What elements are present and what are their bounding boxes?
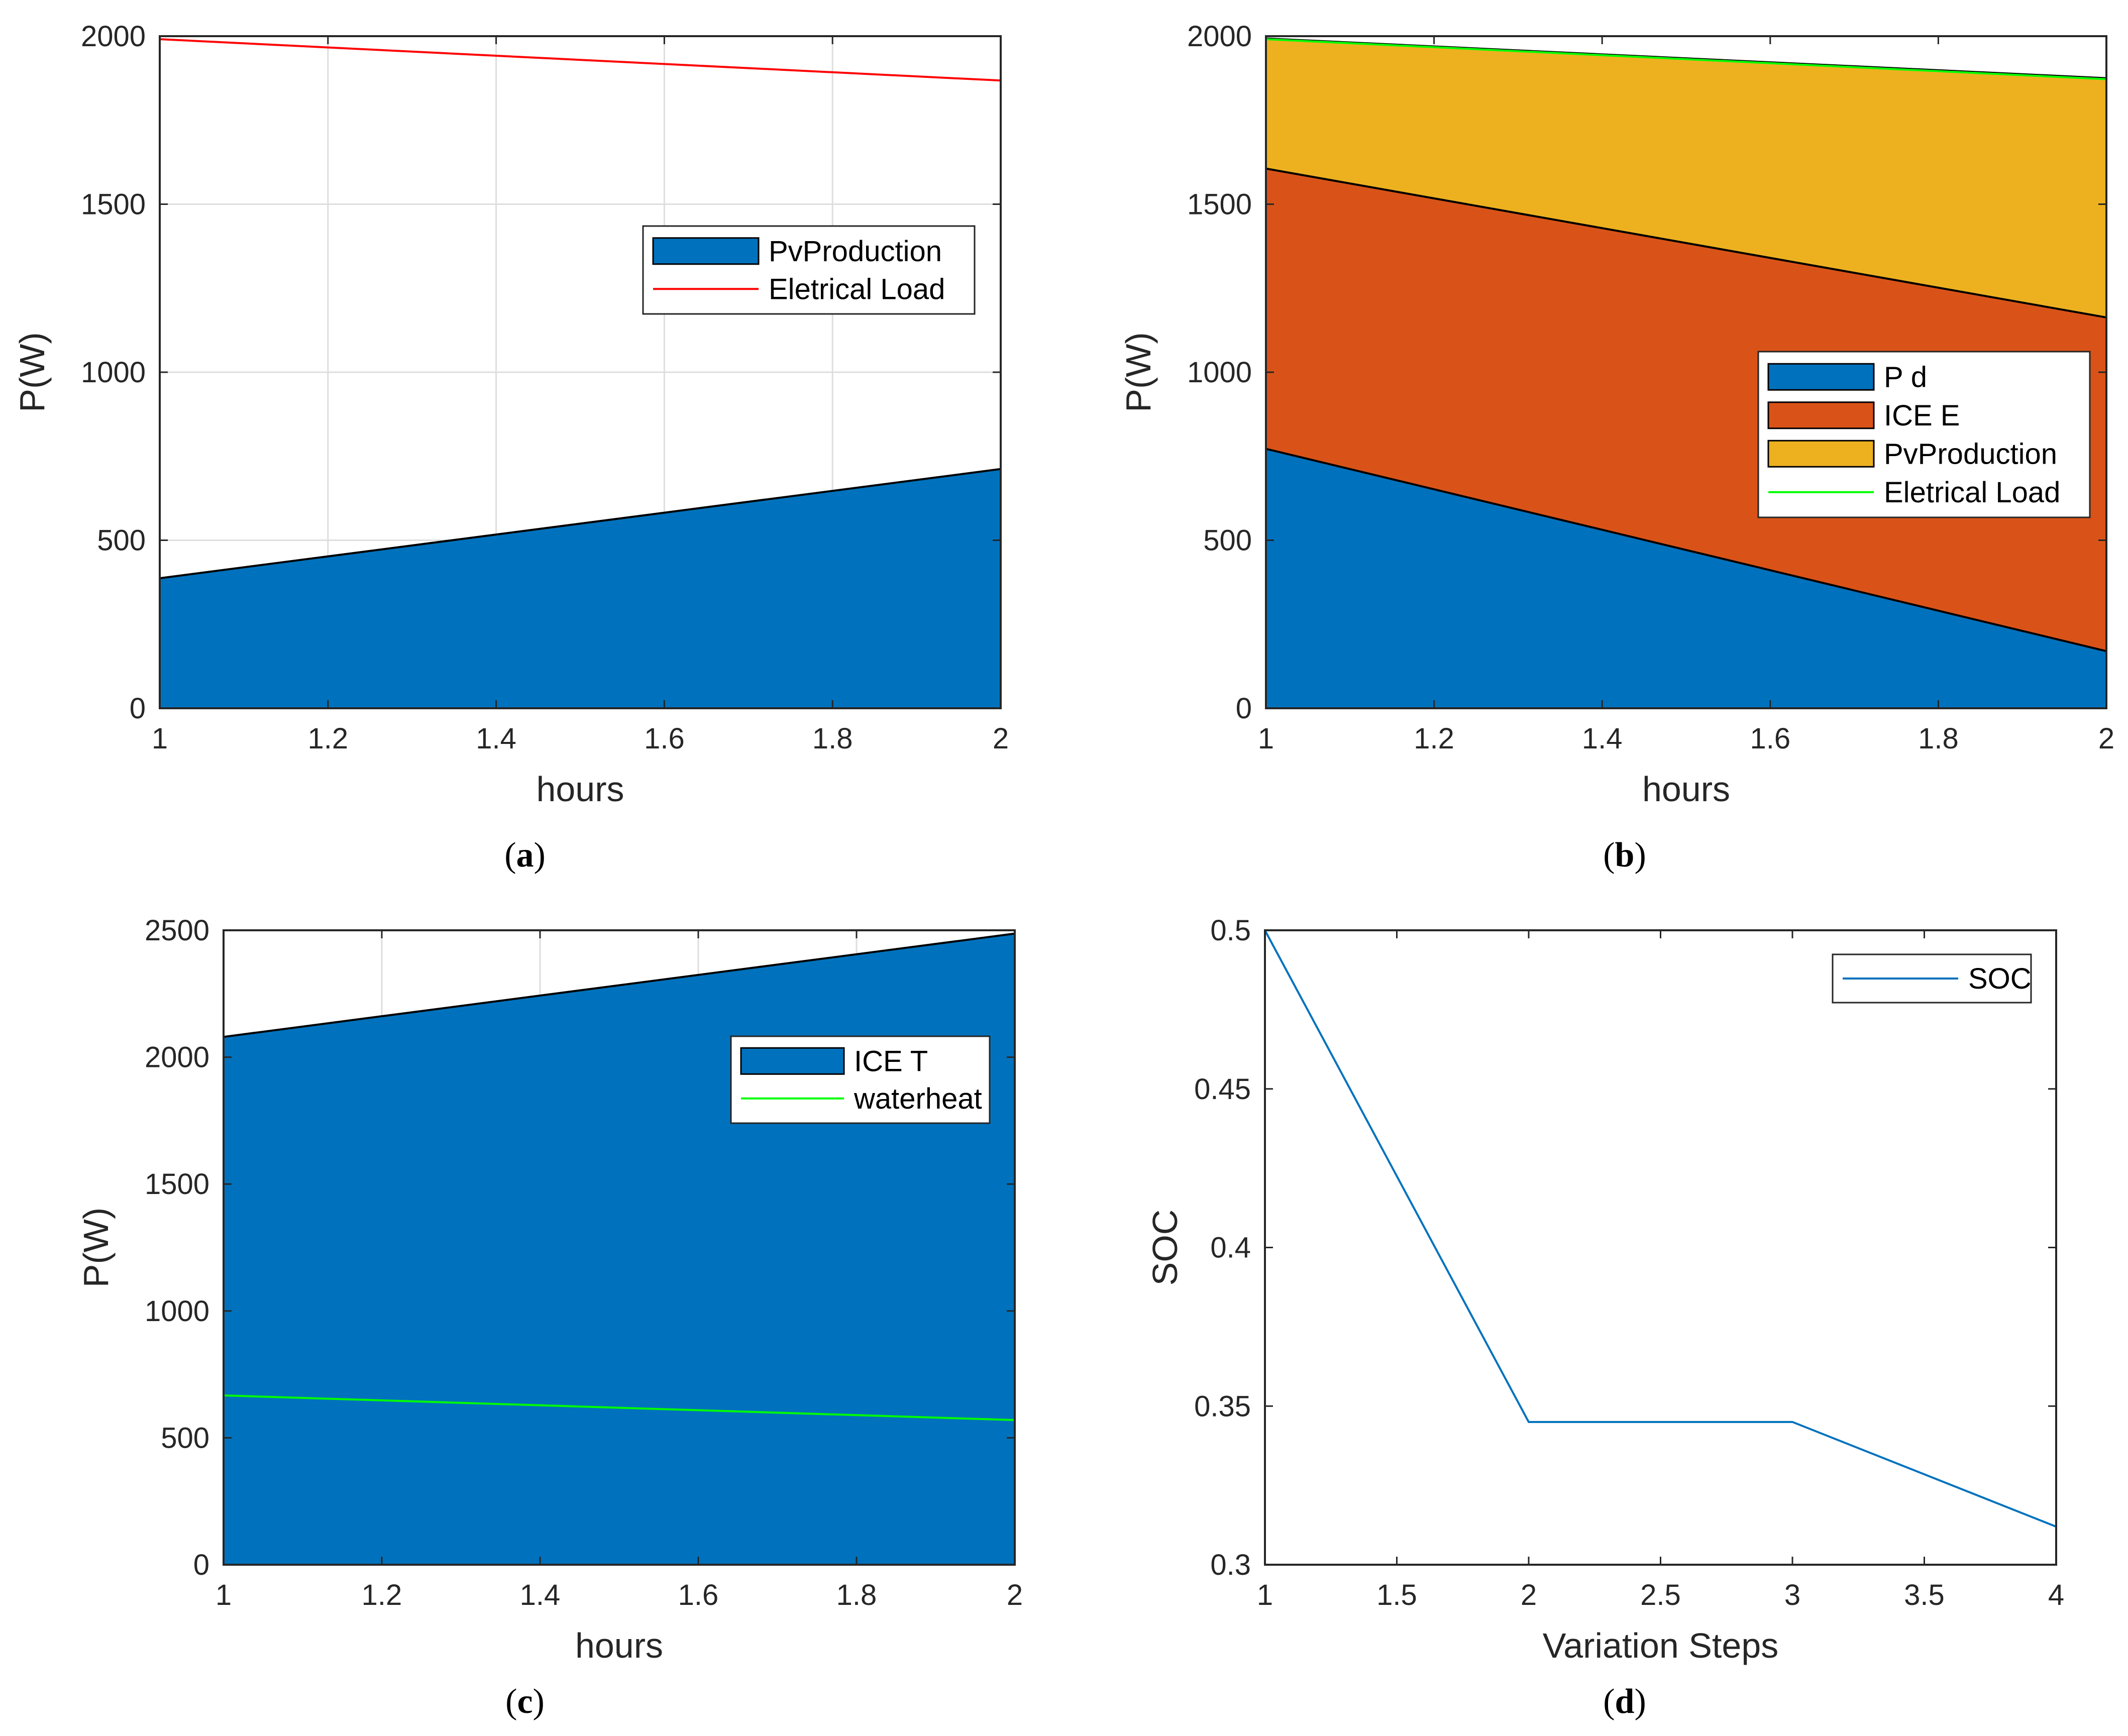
x-tick-label: 1.8	[1918, 722, 1959, 755]
x-tick-label: 1.2	[362, 1579, 402, 1611]
chart-b: 1 1.2 1.4 1.6 1.8 2 0 500 1000 1500 2000 hours P(W) P…	[1119, 20, 2114, 875]
x-tick-label: 1.8	[836, 1579, 877, 1611]
x-axis-label: hours	[1642, 770, 1730, 809]
legend-swatch	[740, 1047, 845, 1075]
legend: SOC	[1832, 953, 2032, 1004]
x-tick-label: 1.4	[520, 1579, 561, 1611]
legend-label: waterheat	[854, 1082, 982, 1115]
plot-area	[1265, 930, 2056, 1565]
line-series-0	[1265, 38, 2107, 80]
legend: PvProduction Eletrical Load	[642, 225, 976, 315]
line-series-0	[1264, 930, 2057, 1528]
x-tick-label: 1	[216, 1579, 232, 1611]
y-tick-label: 0.45	[1194, 1073, 1251, 1106]
x-tick-label: 1	[152, 722, 168, 755]
y-tick-label: 1000	[145, 1295, 209, 1328]
legend-label: Eletrical Load	[1884, 476, 2060, 509]
legend: ICE T waterheat	[730, 1035, 991, 1124]
x-tick-label: 1	[1258, 722, 1274, 755]
x-tick-label: 1.6	[1750, 722, 1790, 755]
line-series-0	[159, 38, 1001, 82]
x-tick-label: 1.5	[1376, 1579, 1417, 1611]
panel-caption-letter: d	[1615, 1682, 1635, 1721]
x-tick-label: 2	[1521, 1579, 1537, 1611]
x-tick-label: 1.6	[678, 1579, 719, 1611]
chart-c: 1 1.2 1.4 1.6 1.8 2 0 500 1000 1500 2000 2500 hours P…	[76, 914, 1023, 1721]
y-tick-label: 0.3	[1210, 1549, 1251, 1581]
x-tick-label: 2	[993, 722, 1009, 755]
x-tick-label: 1.2	[1414, 722, 1454, 755]
panel-caption: (c)	[505, 1682, 545, 1721]
x-tick-label: 1.2	[307, 722, 348, 755]
panel-caption: (d)	[1603, 1682, 1646, 1721]
y-axis-label: P(W)	[76, 1208, 116, 1287]
y-axis-label: P(W)	[13, 332, 52, 412]
x-tick-label: 1	[1257, 1579, 1273, 1611]
legend-label: ICE T	[854, 1045, 928, 1077]
panel-caption: (b)	[1603, 836, 1646, 875]
legend-label: Eletrical Load	[769, 273, 945, 305]
y-tick-label: 2000	[145, 1041, 209, 1074]
legend: P d ICE E PvProduction Eletrical Load	[1757, 351, 2091, 518]
legend-swatch	[1767, 363, 1875, 391]
y-tick-label: 0.35	[1194, 1390, 1251, 1423]
y-tick-label: 0.4	[1210, 1232, 1251, 1264]
y-tick-label: 0	[130, 692, 146, 725]
y-tick-label: 2000	[1187, 20, 1252, 53]
legend-swatch	[1767, 440, 1875, 468]
axes-box	[223, 929, 1016, 1566]
x-tick-label: 3	[1784, 1579, 1800, 1611]
legend-swatch	[1767, 401, 1875, 429]
y-tick-label: 1000	[81, 356, 146, 389]
legend-label: ICE E	[1884, 399, 1960, 432]
chart-a: 1 1.2 1.4 1.6 1.8 2 0 500 1000 1500 2000 hours P(W) P…	[13, 20, 1009, 875]
legend-label: PvProduction	[769, 235, 942, 268]
x-tick-label: 1.8	[812, 722, 853, 755]
line-series-0	[223, 1394, 1015, 1422]
y-tick-label: 500	[97, 524, 146, 557]
y-tick-label: 500	[161, 1422, 209, 1454]
x-tick-label: 4	[2048, 1579, 2064, 1611]
y-tick-label: 2500	[145, 914, 209, 947]
legend-label: SOC	[1968, 962, 2032, 995]
y-tick-label: 0.5	[1210, 914, 1251, 947]
x-tick-label: 2	[2098, 722, 2114, 755]
x-tick-label: 2	[1007, 1579, 1023, 1611]
panel-caption-letter: a	[516, 836, 534, 875]
y-axis-label: SOC	[1145, 1210, 1185, 1286]
y-tick-label: 500	[1203, 524, 1252, 557]
y-tick-label: 1500	[1187, 188, 1252, 221]
y-tick-label: 1500	[145, 1168, 209, 1201]
area-series-0	[223, 932, 1016, 1566]
x-tick-label: 1.4	[476, 722, 516, 755]
chart-d: 1 1.5 2 2.5 3 3.5 4 0.3 0.35 0.4 0.45 0.5 Variation …	[1145, 914, 2064, 1721]
y-tick-label: 1000	[1187, 356, 1252, 389]
y-tick-label: 0	[1236, 692, 1252, 725]
panel-caption: (a)	[504, 836, 546, 875]
panel-caption-letter: c	[517, 1682, 533, 1721]
legend-label: P d	[1884, 361, 1927, 393]
panel-caption-letter: b	[1615, 836, 1635, 875]
y-tick-label: 2000	[81, 20, 146, 53]
y-axis-label: P(W)	[1119, 332, 1158, 412]
x-tick-label: 1.6	[644, 722, 685, 755]
legend-swatch	[652, 237, 760, 265]
x-axis-label: Variation Steps	[1543, 1626, 1779, 1665]
x-axis-label: hours	[575, 1626, 663, 1665]
legend-label: PvProduction	[1884, 438, 2057, 470]
y-tick-label: 0	[193, 1549, 209, 1581]
x-tick-label: 2.5	[1640, 1579, 1681, 1611]
x-axis-label: hours	[536, 770, 624, 809]
x-tick-label: 1.4	[1582, 722, 1623, 755]
y-tick-label: 1500	[81, 188, 146, 221]
x-tick-label: 3.5	[1904, 1579, 1945, 1611]
